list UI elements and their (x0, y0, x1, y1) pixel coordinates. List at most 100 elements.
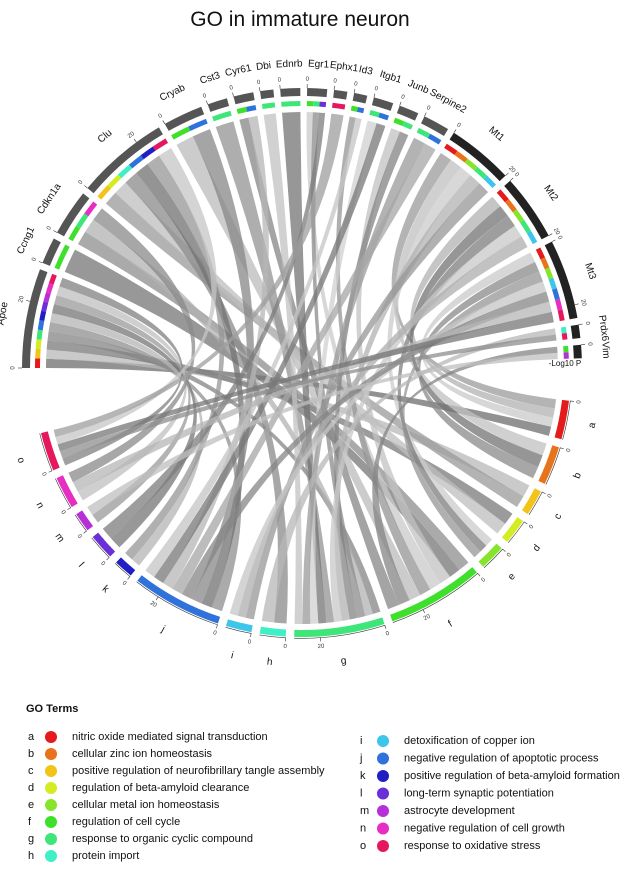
gene-label: Cryab (158, 82, 187, 104)
gene-term-segment (36, 339, 42, 349)
arc-tick (26, 300, 30, 301)
legend-letter: d (28, 782, 34, 794)
gene-term-segment (39, 311, 46, 321)
legend-dot (377, 805, 389, 817)
gene-arc (372, 97, 393, 110)
arc-tick-label: 0 (46, 225, 53, 231)
gene-term-segment (35, 349, 41, 359)
gene-term-segment (129, 155, 144, 168)
legend-letter: j (359, 752, 362, 764)
arc-tick-label: 0 (247, 639, 252, 646)
arc-tick-label: 0 (76, 534, 83, 541)
gene-term-segment (474, 167, 487, 179)
gene-arc (573, 345, 582, 359)
gene-term-segment (563, 346, 568, 353)
arc-tick (400, 102, 401, 106)
arc-tick (560, 448, 564, 449)
arc-tick (549, 234, 553, 236)
arc-tick-label: 0 (40, 472, 47, 478)
gene-term-segment (35, 358, 40, 368)
legend-text: detoxification of copper ion (404, 735, 535, 747)
gene-term-segment (378, 113, 389, 121)
legend-text: negative regulation of cell growth (404, 822, 565, 834)
term-label: b (572, 471, 584, 481)
arc-tick (39, 261, 43, 263)
arc-tick-label: 20 (18, 295, 26, 304)
arc-tick (206, 101, 207, 105)
gene-term-segment (465, 159, 478, 171)
gene-term-segment (369, 110, 380, 117)
legend-dot (377, 770, 389, 782)
legend-letter: k (360, 770, 366, 782)
legend-letter: f (28, 816, 32, 828)
legend-letter: e (28, 799, 34, 811)
legend-dot (45, 816, 57, 828)
gene-arc (571, 325, 581, 339)
arc-tick-label: 0 (385, 631, 391, 638)
gene-label: Mt3 (582, 262, 598, 282)
arc-tick-label: 0 (513, 172, 520, 179)
term-label: a (587, 421, 599, 429)
arc-tick-label: 0 (31, 256, 38, 262)
arc-tick-label: 0 (584, 321, 591, 326)
arc-tick-label: 0 (506, 552, 513, 559)
gene-term-segment (561, 327, 567, 334)
arc-tick (374, 94, 375, 98)
legend-text: regulation of beta-amyloid clearance (72, 782, 249, 794)
arc-tick (542, 492, 546, 494)
gene-label: Cdkn1a (35, 181, 64, 216)
term-arc (260, 627, 286, 637)
arc-tick-label: 0 (59, 510, 66, 517)
arc-tick (478, 573, 481, 576)
gene-term-segment (497, 189, 509, 202)
arc-tick-label: 0 (425, 105, 431, 112)
gene-term-segment (153, 139, 168, 151)
legend-text: long-term synaptic potentiation (404, 787, 554, 799)
legend-letter: c (28, 765, 34, 777)
gene-label: Clu (96, 127, 115, 145)
gene-arc (234, 92, 255, 104)
arc-tick (128, 576, 131, 579)
term-label: n (34, 500, 46, 510)
arc-tick (83, 531, 86, 533)
legend-dot (377, 788, 389, 800)
gene-label: Egr1 (308, 59, 330, 71)
arc-tick-label: 0 (212, 630, 218, 637)
legend-dot (45, 765, 57, 777)
arc-tick (505, 173, 508, 176)
gene-term-segment (246, 105, 256, 112)
arc-tick (385, 625, 386, 629)
legend-dot (377, 735, 389, 747)
gene-term-segment (393, 118, 404, 126)
gene-term-segment (38, 320, 44, 330)
gene-arc (353, 93, 368, 104)
arc-tick-label: 0 (99, 561, 106, 568)
gene-term-segment (484, 175, 496, 188)
legend-text: regulation of cell cycle (72, 816, 180, 828)
gene-label: Junb (406, 78, 431, 97)
gene-label: Serpine2 (428, 87, 469, 116)
legend-dot (45, 850, 57, 862)
arc-tick-label: 0 (455, 122, 462, 129)
arc-tick-label: 0 (283, 644, 287, 650)
term-label: k (100, 584, 112, 596)
arc-tick-label: 20 (423, 613, 432, 622)
gene-arc (307, 88, 327, 97)
arc-tick (134, 139, 136, 142)
gene-term-segment (540, 257, 549, 269)
legend-dot (45, 833, 57, 845)
gene-label: Mt2 (541, 183, 560, 203)
term-label: l (76, 561, 86, 570)
gene-label: Cyr61 (224, 63, 253, 79)
gene-arc (260, 89, 274, 99)
arc-tick (354, 89, 355, 93)
arc-tick (163, 120, 165, 123)
legend-letter: n (360, 822, 366, 834)
arc-tick-label: 0 (556, 235, 563, 241)
chart-title: GO in immature neuron (190, 8, 409, 31)
gene-arc (280, 88, 300, 97)
gene-label: Itgb1 (378, 69, 403, 86)
arc-tick (233, 93, 234, 97)
arc-tick-label: 0 (576, 399, 582, 404)
